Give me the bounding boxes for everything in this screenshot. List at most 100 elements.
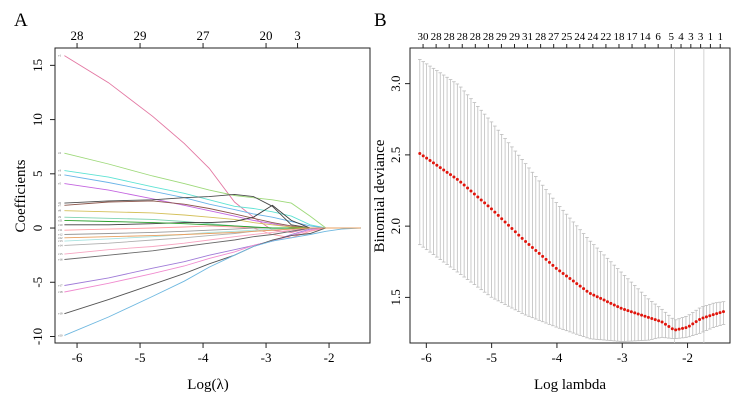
x-tick-label-a: -5: [135, 350, 146, 365]
y-tick-label-b: 2.0: [388, 218, 403, 234]
x-tick-label-b: -6: [421, 350, 432, 365]
deviance-point: [513, 230, 517, 234]
deviance-point: [629, 310, 633, 314]
deviance-point: [698, 317, 702, 321]
x-tick-label-b: -3: [617, 350, 628, 365]
deviance-point: [541, 254, 545, 258]
coefficient-path-label: v19: [58, 312, 63, 316]
y-tick-label-a: -5: [30, 277, 45, 288]
deviance-point: [496, 213, 500, 217]
deviance-point: [643, 314, 647, 318]
deviance-point: [691, 322, 695, 326]
deviance-point: [575, 282, 579, 286]
deviance-point: [660, 320, 664, 324]
deviance-point: [551, 263, 555, 267]
y-tick-label-a: 0: [30, 225, 45, 232]
coefficient-path-label: v3: [58, 169, 62, 173]
coefficient-path: [64, 227, 361, 315]
coefficient-path: [64, 170, 361, 229]
deviance-point: [585, 289, 589, 293]
x-tick-label-a: -6: [72, 350, 83, 365]
deviance-point: [694, 320, 698, 324]
x-tick-label-b: -2: [682, 350, 693, 365]
deviance-point: [670, 327, 674, 331]
deviance-point: [479, 198, 483, 202]
x-axis-label-a: Log(λ): [187, 377, 228, 393]
deviance-point: [657, 319, 661, 323]
deviance-point: [524, 240, 528, 244]
coefficient-path-label: v22: [58, 236, 63, 240]
deviance-point: [452, 175, 456, 179]
y-tick-label-b: 1.5: [388, 289, 403, 305]
deviance-point: [623, 308, 627, 312]
coefficient-path-label: v6: [58, 201, 62, 205]
y-tick-label-b: 2.5: [388, 147, 403, 163]
deviance-points: [418, 151, 725, 332]
coefficient-path-label: v18: [58, 290, 63, 294]
y-axis-label-a: Coefficients: [13, 159, 29, 232]
coefficient-path-label: v1: [58, 54, 62, 58]
top-tick-label-b: 30: [418, 31, 430, 43]
top-tick-label-b: 5: [668, 31, 674, 43]
deviance-point: [527, 242, 531, 246]
deviance-point: [646, 315, 650, 319]
coefficient-path-label: v15: [58, 252, 63, 256]
deviance-point: [568, 277, 572, 281]
plot-frame-b: [409, 47, 731, 344]
deviance-point: [489, 207, 493, 211]
x-tick-label-a: -2: [324, 350, 335, 365]
top-tick-label-b: 14: [640, 31, 652, 43]
deviance-point: [599, 296, 603, 300]
top-tick-label-b: 1: [708, 31, 714, 43]
deviance-point: [684, 326, 688, 330]
top-tick-label-b: 28: [431, 31, 443, 43]
y-tick-label-a: 10: [30, 113, 45, 126]
deviance-point: [517, 233, 521, 237]
top-tick-label-a: 28: [71, 28, 84, 43]
panel-label-a: A: [14, 10, 28, 31]
deviance-point: [633, 311, 637, 315]
top-tick-label-b: 29: [509, 31, 521, 43]
plot-frame-a: [54, 47, 371, 344]
deviance-point: [459, 180, 463, 184]
top-tick-label-b: 28: [444, 31, 456, 43]
top-tick-label-b: 28: [535, 31, 547, 43]
deviance-point: [469, 189, 473, 193]
top-tick-label-b: 28: [483, 31, 495, 43]
deviance-point: [708, 314, 712, 318]
deviance-point: [667, 324, 671, 328]
deviance-point: [715, 312, 719, 316]
deviance-point: [438, 166, 442, 170]
deviance-point: [421, 154, 425, 158]
deviance-point: [701, 316, 705, 320]
deviance-point: [507, 223, 511, 227]
deviance-point: [663, 322, 667, 326]
coefficient-path-label: v8: [58, 209, 62, 213]
top-tick-label-b: 1: [717, 31, 723, 43]
top-tick-label-b: 3: [698, 31, 704, 43]
deviance-point: [466, 186, 470, 190]
top-tick-label-b: 18: [613, 31, 625, 43]
deviance-point: [626, 309, 630, 313]
axes-b: -6 -5 -4 -3 -21.52.02.53.030 28 28 28 28 28 29 29 31…: [388, 31, 723, 365]
deviance-point: [674, 328, 678, 332]
x-tick-label-b: -4: [552, 350, 563, 365]
top-tick-label-b: 27: [548, 31, 560, 43]
deviance-point: [425, 156, 429, 160]
coefficient-path-label: v9: [58, 215, 62, 219]
coefficient-path-label: v16: [58, 257, 63, 261]
deviance-point: [653, 318, 657, 322]
deviance-point: [537, 251, 541, 255]
x-axis-label-b: Log lambda: [534, 377, 606, 393]
coefficient-path-label: v7: [58, 203, 62, 207]
coefficient-path-label: v11: [58, 228, 63, 232]
top-tick-label-b: 6: [655, 31, 661, 43]
y-axis-label-b: Binomial deviance: [372, 139, 388, 252]
deviance-point: [435, 163, 439, 167]
deviance-point: [431, 161, 435, 165]
top-tick-label-b: 28: [457, 31, 469, 43]
top-tick-label-a: 3: [294, 28, 301, 43]
deviance-point: [558, 269, 562, 273]
x-tick-label-a: -3: [261, 350, 272, 365]
